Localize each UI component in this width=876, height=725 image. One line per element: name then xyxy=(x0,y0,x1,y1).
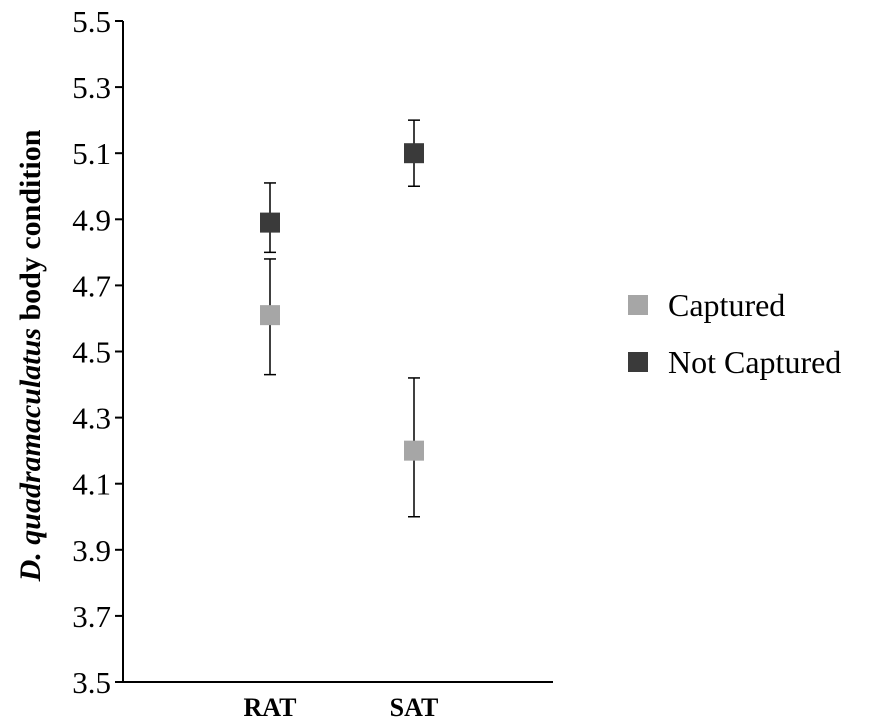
y-tick-label: 4.7 xyxy=(72,268,111,303)
y-axis-label: D. quadramaculatus body condition xyxy=(14,129,47,582)
y-tick-label: 5.3 xyxy=(72,70,111,105)
legend-swatch xyxy=(628,352,648,372)
y-tick-label: 3.5 xyxy=(72,665,111,700)
x-category-label: SAT xyxy=(390,693,439,722)
y-tick-label: 5.1 xyxy=(72,136,111,171)
data-point xyxy=(404,440,424,461)
legend: Captured Not Captured xyxy=(628,287,841,380)
data-point xyxy=(404,143,424,164)
y-ticks: 3.5 3.7 3.9 4.1 4.3 4.5 4.7 4.9 5.1 5.3 5.5 xyxy=(72,4,123,700)
x-ticks: RAT SAT xyxy=(244,693,439,722)
x-category-label: RAT xyxy=(244,693,297,722)
y-axis-label-italic: D. quadramaculatus xyxy=(14,328,47,582)
y-tick-label: 4.1 xyxy=(72,467,111,502)
y-tick-label: 4.5 xyxy=(72,335,111,370)
data-point xyxy=(260,305,280,326)
legend-label: Not Captured xyxy=(668,344,841,380)
data-point xyxy=(260,212,280,233)
legend-swatch xyxy=(628,295,648,315)
legend-label: Captured xyxy=(668,287,785,323)
y-tick-label: 3.7 xyxy=(72,599,111,634)
chart-marks xyxy=(260,119,424,518)
y-tick-label: 4.3 xyxy=(72,401,111,436)
axes xyxy=(122,21,553,683)
y-tick-label: 3.9 xyxy=(72,533,111,568)
y-axis-label-rest: body condition xyxy=(14,129,47,328)
series-not-captured xyxy=(260,119,424,254)
y-tick-label: 4.9 xyxy=(72,202,111,237)
y-tick-label: 5.5 xyxy=(72,4,111,39)
series-captured xyxy=(260,258,424,518)
